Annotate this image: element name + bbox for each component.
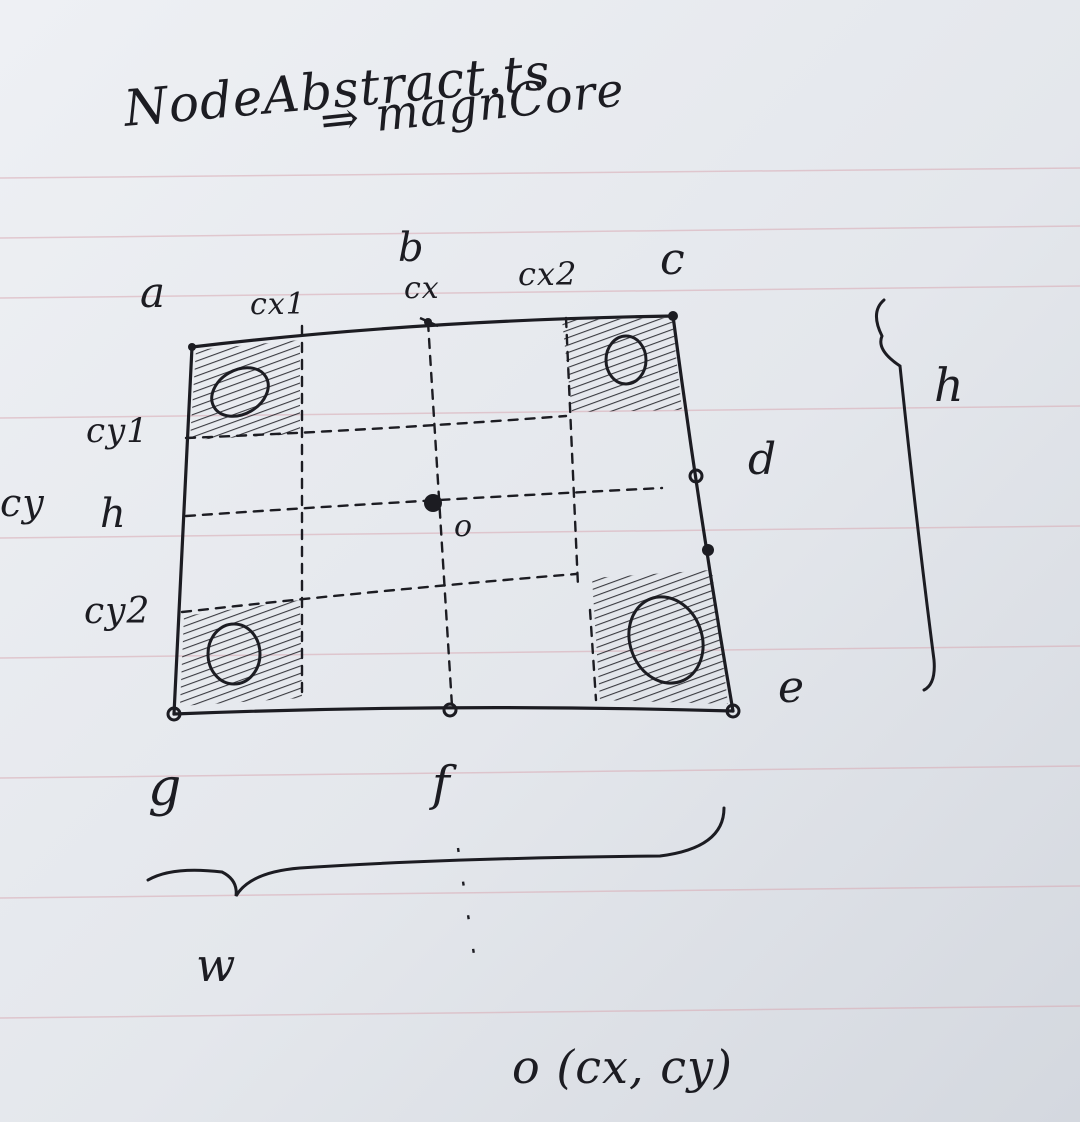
width-brace xyxy=(146,806,726,897)
shade-bottom-left xyxy=(180,600,302,706)
rect-bottom-edge xyxy=(172,706,735,716)
grid-line-cx2 xyxy=(564,316,580,588)
label-cy1: cy1 xyxy=(86,411,149,451)
label-cy2: cy2 xyxy=(84,591,151,632)
grid-line-cy2 xyxy=(180,572,578,614)
scribble-bottom-right xyxy=(627,595,705,685)
rect-top-edge xyxy=(190,314,675,349)
scribble-bottom-left xyxy=(206,622,262,686)
cx-tick xyxy=(419,316,439,328)
label-cx1: cx1 xyxy=(250,287,306,322)
label-point-f: f xyxy=(432,756,451,812)
label-cx2: cx2 xyxy=(518,255,578,293)
rect-left-edge xyxy=(172,345,194,716)
grid-line-cx2-lower xyxy=(588,608,598,702)
label-cx: cx xyxy=(404,271,440,306)
label-cy: cy xyxy=(0,481,45,525)
height-brace xyxy=(875,298,936,692)
label-corner-g: g xyxy=(148,758,183,818)
shaded-corners xyxy=(180,318,728,706)
rect-right-edge xyxy=(671,314,735,713)
dot-center-o xyxy=(424,494,442,512)
dot-e xyxy=(725,703,741,719)
node-rectangle xyxy=(172,314,735,716)
label-width: w xyxy=(196,938,237,992)
scribble-top-right xyxy=(604,334,648,386)
label-point-h: h xyxy=(100,491,127,537)
label-corner-c: c xyxy=(660,234,686,285)
shade-bottom-right xyxy=(592,570,728,704)
dot-f xyxy=(442,702,458,718)
dot-d2 xyxy=(702,544,714,556)
label-point-b: b xyxy=(398,225,425,271)
shade-top-left xyxy=(190,340,300,440)
dot-c xyxy=(668,311,678,321)
label-point-d: d xyxy=(748,434,778,485)
label-height: h xyxy=(934,358,965,412)
shade-top-right xyxy=(562,318,682,412)
label-corner-a: a xyxy=(140,268,167,317)
label-center-formula: o (cx, cy) xyxy=(512,1040,733,1094)
label-center-o: o xyxy=(454,509,474,544)
dot-d xyxy=(688,468,704,484)
dot-g xyxy=(166,706,182,722)
scribble-top-left xyxy=(210,366,270,418)
grid-line-cy xyxy=(184,486,664,518)
ruled-lines xyxy=(0,167,1080,1019)
dot-a xyxy=(188,343,196,351)
grid-line-cx xyxy=(426,320,454,708)
label-corner-e: e xyxy=(778,662,806,713)
